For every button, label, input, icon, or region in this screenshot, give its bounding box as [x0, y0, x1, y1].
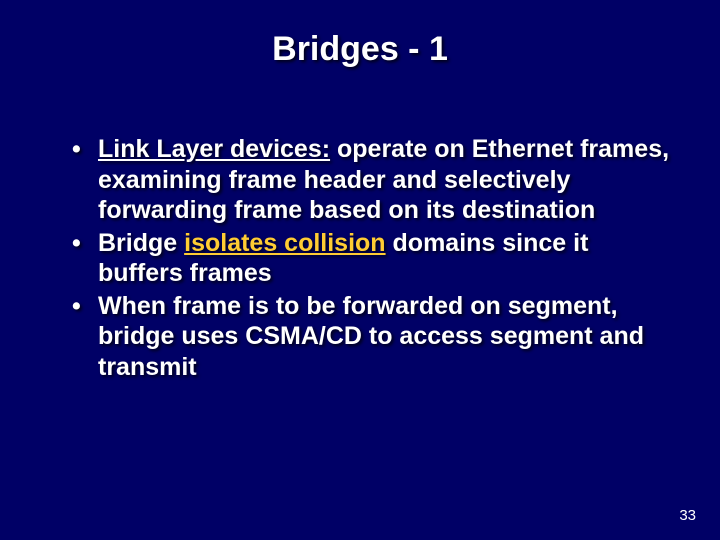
page-number: 33	[679, 507, 696, 524]
bullet-segment: Link Layer devices:	[98, 135, 330, 163]
bullet-segment: isolates collision	[184, 229, 385, 257]
bullet-item: Bridge isolates collision domains since …	[70, 228, 670, 289]
bullet-segment: Bridge	[98, 229, 184, 257]
bullet-list: Link Layer devices: operate on Ethernet …	[50, 134, 670, 382]
bullet-item: When frame is to be forwarded on segment…	[70, 291, 670, 383]
bullet-segment: When frame is to be forwarded on segment…	[98, 292, 644, 381]
bullet-item: Link Layer devices: operate on Ethernet …	[70, 134, 670, 226]
slide-container: Bridges - 1 Link Layer devices: operate …	[0, 0, 720, 540]
slide-title: Bridges - 1	[50, 30, 670, 69]
